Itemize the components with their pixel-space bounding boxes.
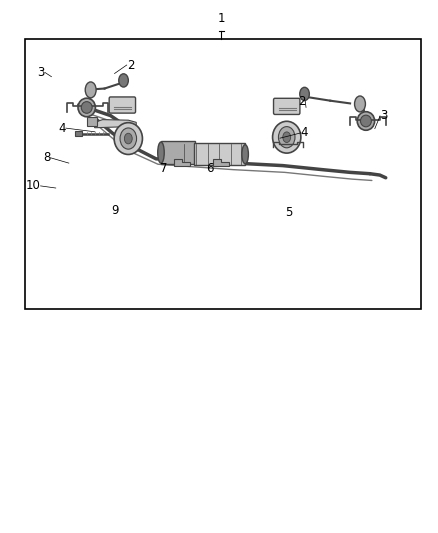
Bar — [25, 38, 421, 309]
Text: 3: 3 — [380, 109, 387, 123]
Text: 8: 8 — [43, 151, 50, 164]
Text: 4: 4 — [58, 122, 66, 135]
Polygon shape — [174, 159, 190, 166]
Ellipse shape — [283, 132, 291, 142]
FancyBboxPatch shape — [109, 97, 135, 113]
Text: 2: 2 — [298, 94, 305, 108]
Text: 3: 3 — [38, 66, 45, 79]
Ellipse shape — [120, 128, 137, 149]
Polygon shape — [213, 159, 230, 166]
Text: 7: 7 — [159, 161, 167, 174]
Ellipse shape — [114, 123, 142, 155]
Text: 6: 6 — [207, 161, 214, 174]
Ellipse shape — [81, 102, 92, 114]
Ellipse shape — [85, 82, 96, 98]
Text: 2: 2 — [127, 59, 134, 71]
Bar — [161, 141, 194, 164]
Ellipse shape — [300, 87, 309, 101]
Text: 4: 4 — [301, 126, 308, 140]
Ellipse shape — [272, 122, 301, 153]
Text: 10: 10 — [26, 180, 41, 192]
Ellipse shape — [354, 96, 365, 112]
Text: 9: 9 — [112, 204, 119, 217]
Polygon shape — [95, 119, 136, 128]
Bar — [75, 131, 82, 135]
Ellipse shape — [158, 142, 164, 163]
Text: 5: 5 — [285, 206, 292, 219]
Text: 1: 1 — [217, 12, 225, 25]
Ellipse shape — [360, 115, 371, 127]
Ellipse shape — [119, 74, 128, 87]
Ellipse shape — [357, 112, 374, 130]
Ellipse shape — [78, 98, 95, 117]
Ellipse shape — [124, 133, 132, 144]
Ellipse shape — [279, 127, 295, 148]
Bar — [87, 117, 97, 126]
Bar — [194, 143, 245, 165]
Ellipse shape — [242, 144, 248, 164]
FancyBboxPatch shape — [274, 98, 300, 115]
